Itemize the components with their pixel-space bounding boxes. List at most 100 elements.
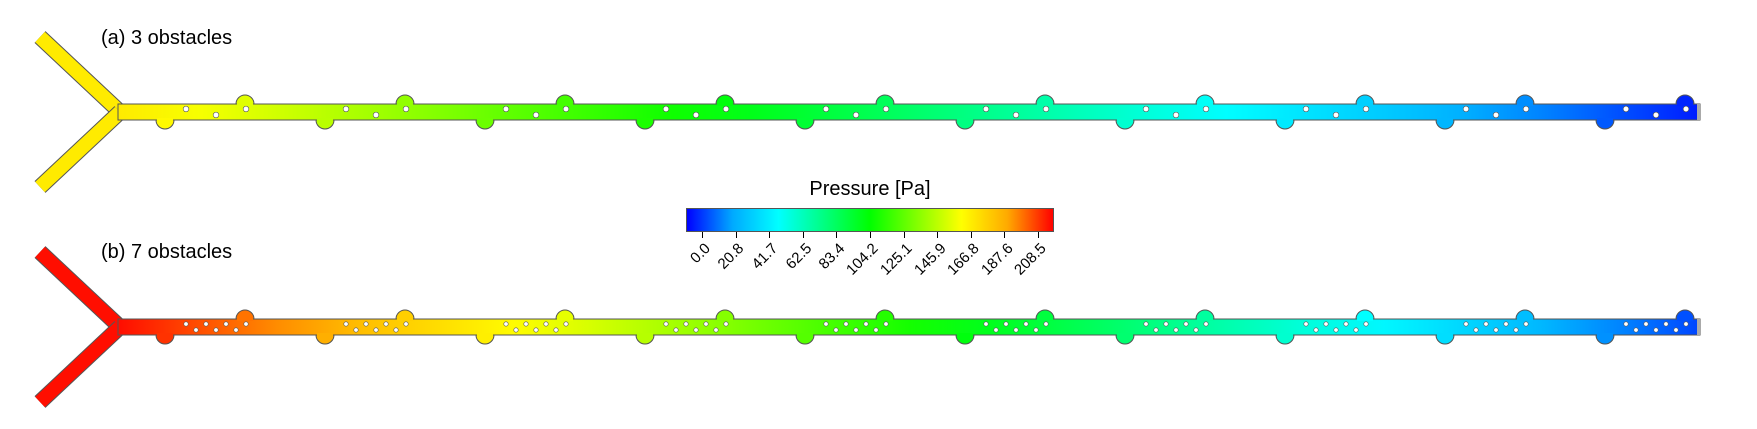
obstacle [1013,327,1019,333]
colorbar-title: Pressure [Pa] [809,178,931,200]
obstacle [993,327,999,333]
obstacle [243,321,249,327]
obstacle [1163,321,1169,327]
obstacle [353,327,359,333]
obstacle [982,105,990,113]
inlet-arm-upper-fill [35,246,125,333]
obstacle [662,105,670,113]
obstacle [1463,321,1469,327]
bump-joint [877,318,893,321]
obstacle [373,327,379,333]
obstacle [1362,105,1370,113]
obstacle [833,327,839,333]
bump-joint [1117,333,1133,336]
obstacle [693,327,699,333]
colorbar-tick [836,232,838,238]
bump-joint [1037,103,1053,106]
obstacle [703,321,709,327]
bump-joint [1197,318,1213,321]
bump-joint [1357,103,1373,106]
channel-b-7-obstacles [34,246,1701,408]
obstacle [1683,321,1689,327]
obstacle [1633,327,1639,333]
bump-joint [877,103,893,106]
obstacle [882,105,890,113]
obstacle [563,321,569,327]
colorbar-tick [802,232,804,238]
obstacle [183,321,189,327]
obstacle [822,105,830,113]
colorbar-tick [735,232,737,238]
obstacle [533,327,539,333]
obstacle [1193,327,1199,333]
bump-joint [557,103,573,106]
obstacle [1343,321,1349,327]
bump-joint [1517,103,1533,106]
colorbar-tick [970,232,972,238]
obstacle [1043,321,1049,327]
obstacle [1523,321,1529,327]
obstacle [1623,321,1629,327]
bump-joint [957,118,973,121]
obstacle [213,327,219,333]
bump-joint [317,333,333,336]
colorbar-tick [1038,232,1039,238]
obstacle [722,105,730,113]
obstacle [223,321,229,327]
bump-joint [1277,333,1293,336]
outlet [1697,104,1700,120]
bump-joint [1677,103,1693,106]
channel-a-3-obstacles [34,31,1701,193]
panel-a-label: (a) 3 obstacles [101,27,233,49]
bump-joint [1117,118,1133,121]
obstacle [402,105,410,113]
inlet-arm-lower-fill [35,321,125,408]
obstacle [1003,321,1009,327]
obstacle [1172,111,1180,119]
obstacle [1033,327,1039,333]
outlet [1697,319,1700,335]
obstacle [1302,105,1310,113]
obstacle [673,327,679,333]
bump-joint [317,118,333,121]
obstacle [1673,327,1679,333]
obstacle [503,321,509,327]
obstacle [1513,327,1519,333]
obstacle [1643,321,1649,327]
obstacle [713,327,719,333]
obstacle [1203,321,1209,327]
obstacle [1652,111,1660,119]
obstacle [983,321,989,327]
obstacle [242,105,250,113]
obstacle [873,327,879,333]
bump-joint [1357,318,1373,321]
obstacle [1483,321,1489,327]
obstacle [372,111,380,119]
obstacle [383,321,389,327]
obstacle [852,111,860,119]
inlet-arm-lower-fill [35,106,125,193]
obstacle [182,105,190,113]
obstacle [193,327,199,333]
obstacle [553,327,559,333]
main-channel [117,103,1701,121]
obstacle [203,321,209,327]
obstacle [342,105,350,113]
bump-joint [637,333,653,336]
obstacle [1622,105,1630,113]
obstacle [1173,327,1179,333]
inlet-arm-upper-fill [35,31,125,118]
bump-joint [637,118,653,121]
panel-b-label: (b) 7 obstacles [101,241,233,263]
main-channel [117,318,1701,336]
obstacle [683,321,689,327]
bump-joint [157,333,173,336]
obstacle [1682,105,1690,113]
bump-joint [797,118,813,121]
obstacle [1183,321,1189,327]
obstacle [843,321,849,327]
obstacle [1202,105,1210,113]
bump-joint [1517,318,1533,321]
bump-joint [1277,118,1293,121]
